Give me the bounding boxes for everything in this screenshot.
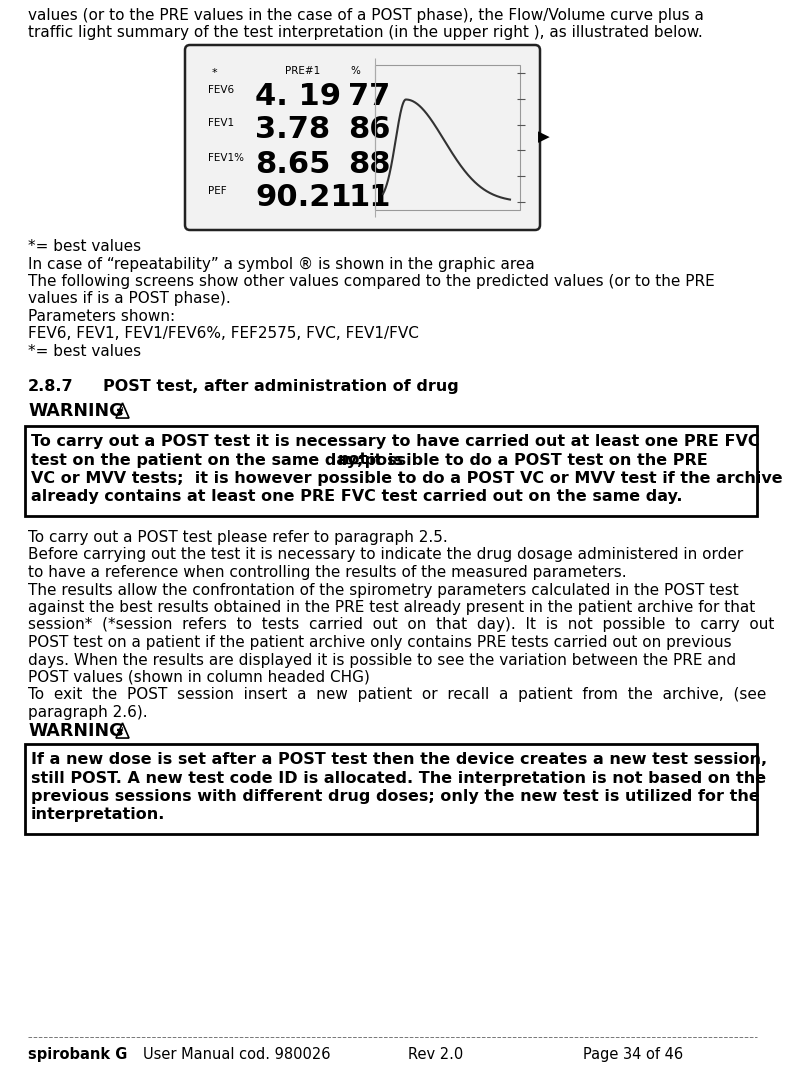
Text: 4. 19: 4. 19 [255, 82, 341, 111]
Text: VC or MVV tests;  it is however possible to do a POST VC or MVV test if the arch: VC or MVV tests; it is however possible … [31, 471, 783, 486]
Text: WARNING: WARNING [28, 723, 123, 741]
Text: POST values (shown in column headed CHG): POST values (shown in column headed CHG) [28, 670, 370, 685]
Text: POST test, after administration of drug: POST test, after administration of drug [103, 379, 458, 394]
Text: Rev 2.0: Rev 2.0 [408, 1047, 463, 1062]
Text: paragraph 2.6).: paragraph 2.6). [28, 705, 148, 721]
Text: %: % [350, 66, 360, 76]
Text: 8.65: 8.65 [255, 150, 330, 179]
Text: interpretation.: interpretation. [31, 808, 166, 823]
Text: *= best values: *= best values [28, 239, 141, 254]
Text: 88: 88 [348, 150, 390, 179]
Text: FEV1: FEV1 [208, 118, 234, 128]
Text: 90.21: 90.21 [255, 183, 352, 212]
Text: The results allow the confrontation of the spirometry parameters calculated in t: The results allow the confrontation of t… [28, 583, 739, 598]
Text: against the best results obtained in the PRE test already present in the patient: against the best results obtained in the… [28, 600, 755, 615]
Text: User Manual cod. 980026: User Manual cod. 980026 [143, 1047, 330, 1062]
Text: To carry out a POST test please refer to paragraph 2.5.: To carry out a POST test please refer to… [28, 530, 447, 545]
Text: If a new dose is set after a POST test then the device creates a new test sessio: If a new dose is set after a POST test t… [31, 752, 767, 767]
Text: Before carrying out the test it is necessary to indicate the drug dosage adminis: Before carrying out the test it is neces… [28, 547, 743, 562]
Text: still POST. A new test code ID is allocated. The interpretation is not based on : still POST. A new test code ID is alloca… [31, 770, 766, 785]
Bar [25, 426, 757, 516]
Text: values (or to the PRE values in the case of a POST phase), the Flow/Volume curve: values (or to the PRE values in the case… [28, 8, 704, 23]
Text: FEV1%: FEV1% [208, 153, 244, 163]
Text: to have a reference when controlling the results of the measured parameters.: to have a reference when controlling the… [28, 565, 626, 581]
Text: *= best values: *= best values [28, 344, 141, 359]
Text: To carry out a POST test it is necessary to have carried out at least one PRE FV: To carry out a POST test it is necessary… [31, 434, 760, 449]
Text: 3.78: 3.78 [255, 115, 330, 144]
Text: previous sessions with different drug doses; only the new test is utilized for t: previous sessions with different drug do… [31, 789, 760, 805]
Text: PRE#1: PRE#1 [285, 66, 320, 76]
Text: possible to do a POST test on the PRE: possible to do a POST test on the PRE [359, 452, 708, 467]
Text: !: ! [121, 727, 124, 737]
Text: values if is a POST phase).: values if is a POST phase). [28, 292, 231, 307]
Text: FEV6, FEV1, FEV1/FEV6%, FEF2575, FVC, FEV1/FVC: FEV6, FEV1, FEV1/FEV6%, FEF2575, FVC, FE… [28, 326, 419, 341]
Text: 86: 86 [348, 115, 390, 144]
Text: 11: 11 [348, 183, 390, 212]
Text: days. When the results are displayed it is possible to see the variation between: days. When the results are displayed it … [28, 653, 736, 668]
Text: *: * [212, 68, 217, 78]
Text: 2.8.7: 2.8.7 [28, 379, 74, 394]
Bar [25, 744, 757, 834]
Text: WARNING: WARNING [28, 403, 123, 420]
Text: In case of “repeatability” a symbol ® is shown in the graphic area: In case of “repeatability” a symbol ® is… [28, 256, 535, 271]
Text: To  exit  the  POST  session  insert  a  new  patient  or  recall  a  patient  f: To exit the POST session insert a new pa… [28, 687, 766, 702]
Text: spirobank G: spirobank G [28, 1047, 127, 1062]
Text: session*  (*session  refers  to  tests  carried  out  on  that  day).  It  is  n: session* (*session refers to tests carri… [28, 617, 785, 632]
Text: test on the patient on the same day; it is: test on the patient on the same day; it … [31, 452, 408, 467]
Text: Parameters shown:: Parameters shown: [28, 309, 175, 324]
Text: POST test on a patient if the patient archive only contains PRE tests carried ou: POST test on a patient if the patient ar… [28, 635, 732, 651]
Bar [375, 65, 520, 210]
Text: traffic light summary of the test interpretation (in the upper right ), as illus: traffic light summary of the test interp… [28, 26, 703, 41]
Text: !: ! [121, 407, 124, 417]
Text: PEF: PEF [208, 186, 227, 196]
Text: The following screens show other values compared to the predicted values (or to : The following screens show other values … [28, 274, 715, 289]
Text: FEV6: FEV6 [208, 85, 234, 95]
Text: 77: 77 [348, 82, 390, 111]
Text: Page 34 of 46: Page 34 of 46 [583, 1047, 683, 1062]
Text: ▶: ▶ [538, 129, 550, 144]
FancyBboxPatch shape [185, 45, 540, 230]
Text: not: not [338, 452, 368, 467]
Text: already contains at least one PRE FVC test carried out on the same day.: already contains at least one PRE FVC te… [31, 490, 682, 504]
